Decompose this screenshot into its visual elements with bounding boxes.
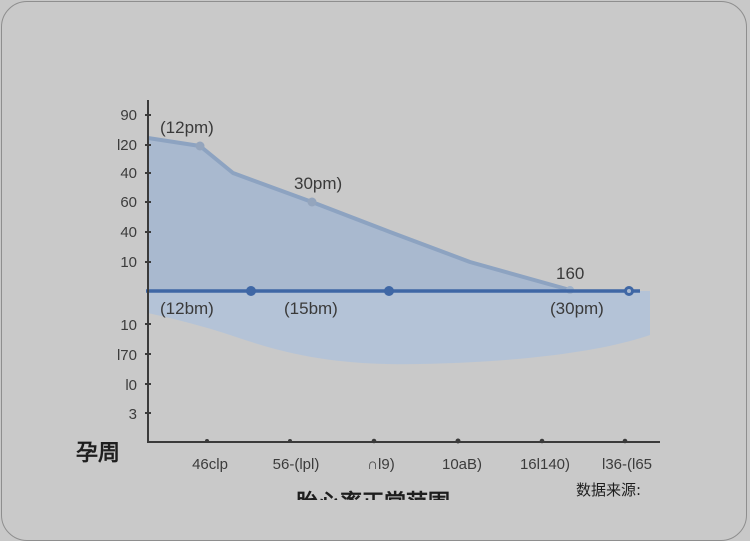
y-tick-label: l70 [117,347,137,364]
x-ticks [205,438,628,444]
annotation-label: 30pm) [294,174,342,193]
upper-band-area [148,138,640,291]
annotation-label: 160 [556,264,584,283]
baseline-point-end-inner [627,289,631,293]
y-ticks [145,114,151,414]
data-source-label: 数据来源: [576,481,641,499]
y-tick-label: 3 [129,406,137,423]
annotation-label: (12pm) [160,118,214,137]
x-tick-label: ∩l9) [367,456,394,473]
chart-title: 胎心率正常范围 [296,490,450,500]
y-tick-label: l0 [125,377,137,394]
x-tick-label: 56-(lpl) [273,456,320,473]
fetal-heart-rate-chart: 90 l20 40 60 40 10 10 l70 l0 3 46clp 56-… [76,100,660,500]
y-tick-label: 40 [120,165,137,182]
x-tick-label: 46clp [192,456,228,473]
y-tick-label: 10 [120,254,137,271]
y-tick-label: 40 [120,224,137,241]
x-tick-label: 10aB) [442,456,482,473]
x-tick-label: 16l140) [520,456,570,473]
y-tick-label: l20 [117,137,137,154]
annotation-label: (12bm) [160,299,214,318]
upper-point-1 [195,141,205,151]
baseline-point-1 [246,286,256,296]
y-tick-label: 60 [120,194,137,211]
x-axis-title: 孕周 [76,441,120,466]
baseline-point-2 [384,286,394,296]
y-tick-label: 10 [120,317,137,334]
annotation-label: (15bm) [284,299,338,318]
annotation-label: (30pm) [550,299,604,318]
x-tick-label: l36-(l65 [602,456,652,473]
y-tick-label: 90 [120,107,137,124]
lower-band-area [148,291,650,365]
upper-point-2 [307,197,317,207]
